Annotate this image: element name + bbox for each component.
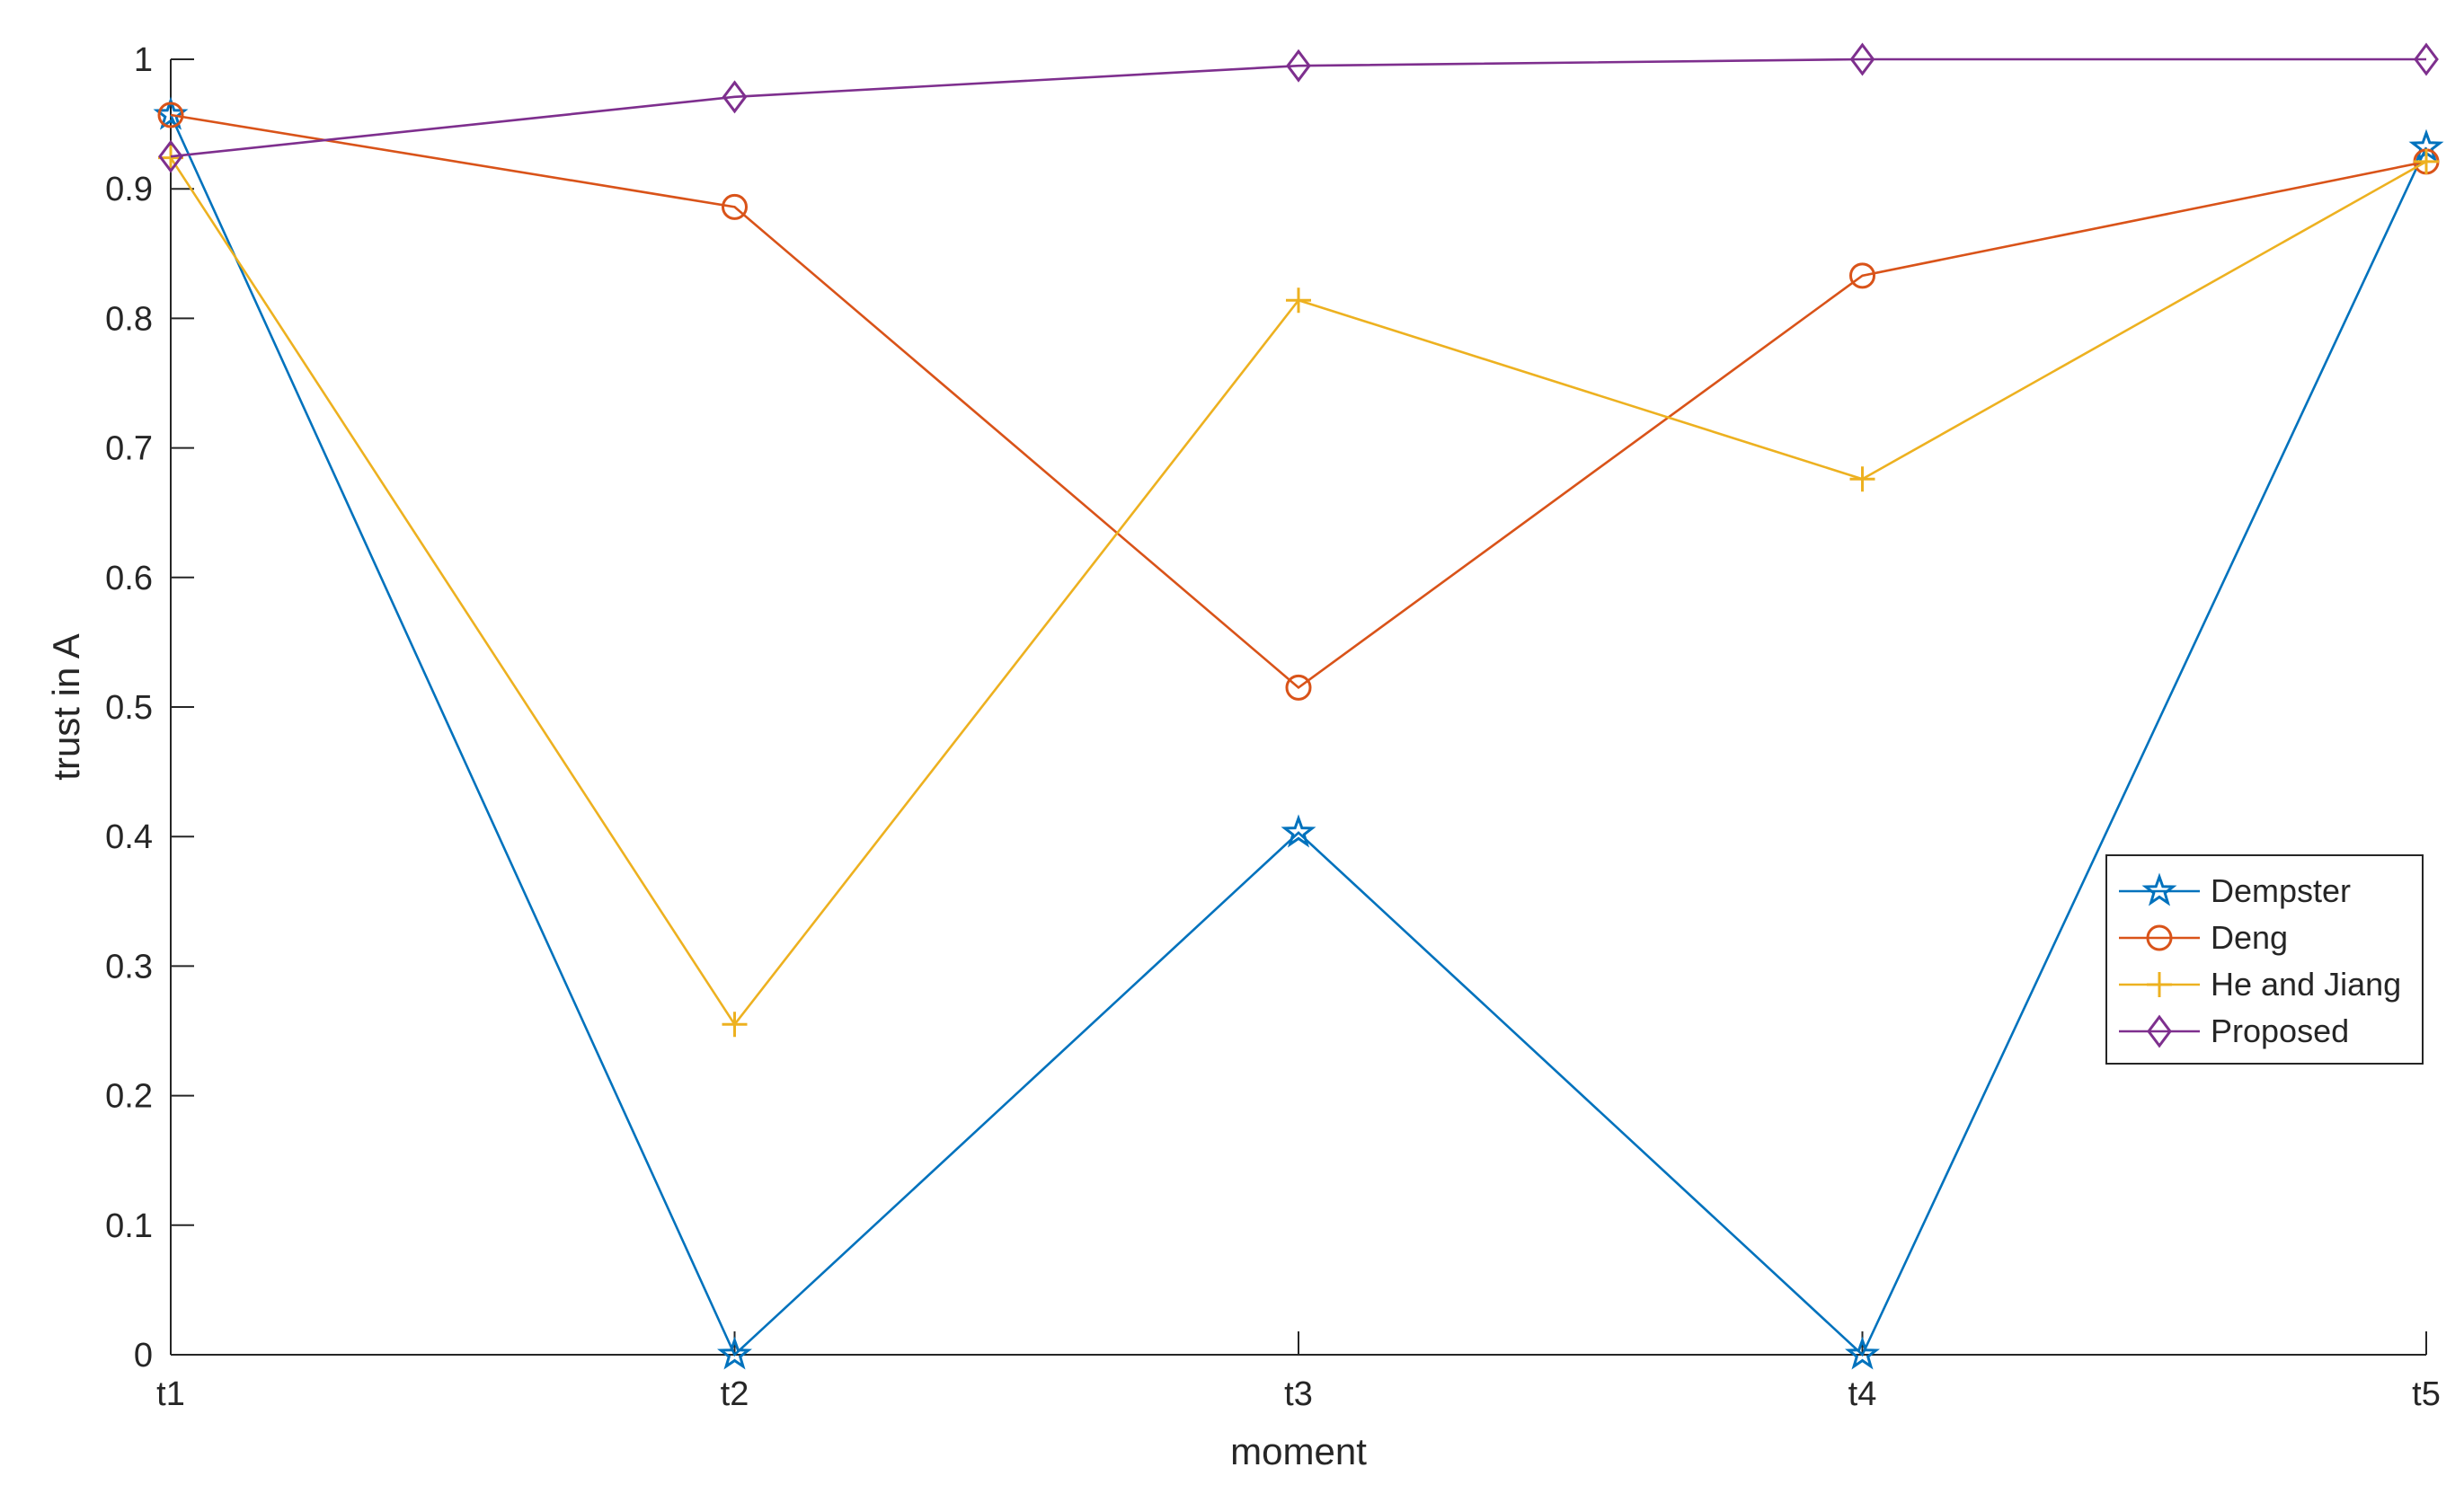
star-marker [1845,1336,1880,1370]
x-tick-label: t2 [721,1375,749,1413]
legend-label: Proposed [2211,1012,2349,1049]
legend-item: Dempster [2119,872,2351,909]
diamond-marker [1286,49,1311,83]
diamond-marker [2414,42,2439,76]
legend-label: Deng [2211,919,2288,956]
legend-item: He and Jiang [2119,966,2401,1003]
series-he-and-jiang [158,145,2439,1038]
x-tick-label: t4 [1848,1375,1877,1413]
legend-label: Dempster [2211,872,2351,909]
diamond-marker [2147,1014,2172,1048]
plus-marker [2414,148,2439,174]
y-tick-label: 0.4 [105,818,153,856]
legend-label: He and Jiang [2211,966,2401,1003]
series-line [169,114,2428,1357]
y-tick-label: 0.3 [105,948,153,986]
circle-marker [1849,262,1875,289]
x-tick-label: t5 [2412,1375,2441,1413]
y-tick-label: 0.9 [105,171,153,208]
diamond-marker [158,139,183,173]
y-tick-label: 0.1 [105,1207,153,1245]
legend: Dempster Deng He and Jiang Proposed [2105,854,2424,1065]
diamond-marker [1849,42,1875,76]
series-line [170,113,2427,690]
y-tick-label: 0.8 [105,300,153,338]
y-tick-label: 0 [134,1337,153,1375]
y-axis-label: trust in A [45,633,87,780]
legend-item: Deng [2119,919,2288,956]
x-axis-label: moment [1230,1430,1367,1472]
circle-marker [1285,674,1312,701]
y-tick-label: 0.6 [105,560,153,597]
y-tick-label: 0.5 [105,689,153,727]
circle-marker [722,193,748,220]
circle-marker [157,102,184,128]
legend-item: Proposed [2119,1012,2349,1049]
axes: 0 0.1 0.2 0.3 0.4 0.5 0.6 0.7 0.8 0.9 1 t1 t2 t3 t4 t5 [105,41,2441,1413]
series-proposed [158,42,2439,173]
x-tick-label: t1 [156,1375,185,1413]
y-tick-label: 0.7 [105,430,153,468]
star-marker [717,1336,752,1370]
series-dempster [153,96,2444,1370]
diamond-marker [722,80,748,114]
star-marker [2141,872,2177,906]
series-deng [157,102,2440,701]
series-line [170,57,2426,158]
x-tick-label: t3 [1284,1375,1313,1413]
y-tick-label: 0.2 [105,1078,153,1116]
plus-marker [2147,972,2172,997]
plus-marker [1849,466,1875,492]
plus-marker [1286,287,1311,314]
series-layer [153,42,2444,1370]
star-marker [1281,814,1316,848]
legend-box [2105,854,2424,1065]
y-tick-label: 1 [134,41,153,79]
plus-marker [722,1012,748,1038]
circle-marker [2146,924,2173,951]
